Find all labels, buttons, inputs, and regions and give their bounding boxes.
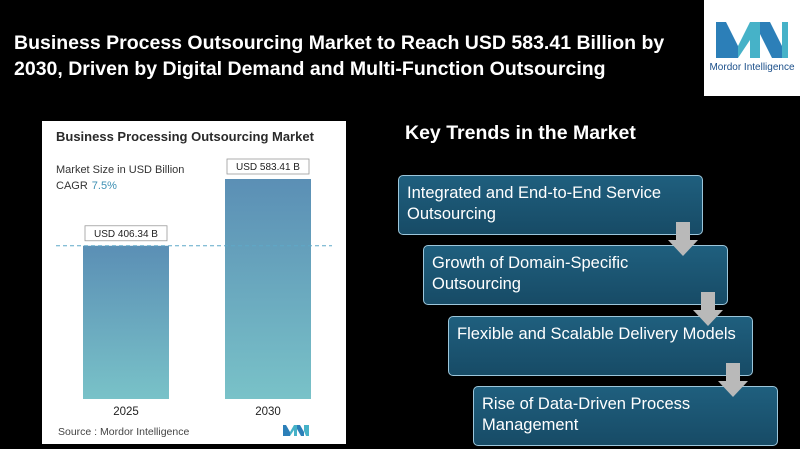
mordor-small-logo-icon	[283, 425, 309, 436]
mordor-logo-icon	[716, 22, 788, 58]
cagr-label: CAGR	[56, 180, 88, 192]
bar-chart: USD 406.34 B 2025 USD 583.41 B 2030	[56, 158, 332, 418]
cagr-line: CAGR 7.5%	[56, 180, 117, 192]
data-label-box	[226, 158, 310, 175]
data-label: USD 583.41 B	[236, 162, 300, 173]
trends-title: Key Trends in the Market	[405, 122, 636, 144]
down-arrow-icon	[693, 292, 723, 326]
x-tick-label: 2025	[113, 406, 139, 418]
chart-subtitle: Market Size in USD Billion	[56, 164, 185, 176]
trend-item-flexible-delivery: Flexible and Scalable Delivery Models	[448, 316, 753, 376]
bar-2025	[83, 245, 169, 399]
trend-item-domain-specific: Growth of Domain-Specific Outsourcing	[423, 245, 728, 305]
bar-2030	[225, 179, 311, 399]
page-headline: Business Process Outsourcing Market to R…	[14, 32, 665, 80]
x-tick-label: 2030	[255, 406, 281, 418]
chart-title: Business Processing Outsourcing Market	[56, 129, 314, 144]
chart-source: Source : Mordor Intelligence	[58, 426, 190, 438]
logo-text: Mordor Intelligence	[709, 62, 795, 73]
down-arrow-icon	[718, 363, 748, 397]
market-size-card: Business Processing Outsourcing Market M…	[42, 121, 346, 444]
down-arrow-icon	[668, 222, 698, 256]
cagr-value: 7.5%	[91, 180, 117, 192]
mordor-logo: Mordor Intelligence	[704, 0, 800, 96]
trend-item-integrated-services: Integrated and End-to-End Service Outsou…	[398, 175, 703, 235]
trend-item-data-driven: Rise of Data-Driven Process Management	[473, 386, 778, 446]
data-label-box	[84, 225, 168, 242]
data-label: USD 406.34 B	[94, 229, 158, 240]
